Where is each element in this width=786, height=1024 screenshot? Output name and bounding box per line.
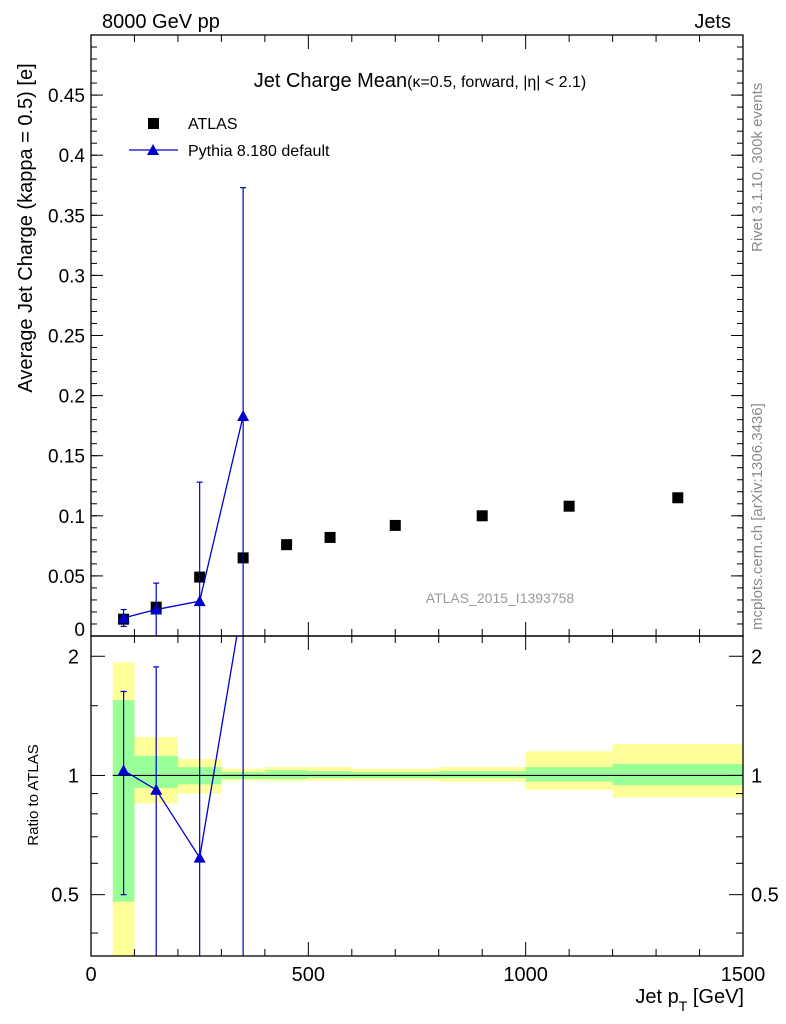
atlas-point-9 bbox=[672, 492, 684, 504]
pythia-point-1 bbox=[150, 603, 163, 615]
mcplots-credit-label: mcplots.cern.ch [arXiv:1306.3436] bbox=[749, 403, 766, 630]
main-y-axis-label: Average Jet Charge (kappa = 0.5) [e] bbox=[15, 63, 37, 392]
ratio-frame bbox=[90, 635, 744, 957]
pythia-line bbox=[123, 415, 244, 619]
legend-label-atlas: ATLAS bbox=[188, 116, 238, 133]
main-y-tick-label-2: 0.1 bbox=[59, 507, 85, 528]
ratio-band-inner-9 bbox=[612, 763, 743, 786]
main-panel bbox=[117, 187, 684, 636]
main-y-tick-label-6: 0.3 bbox=[59, 266, 85, 287]
x-tick-label-1: 500 bbox=[292, 964, 325, 986]
x-axis-label: Jet pT [GeV] bbox=[635, 986, 744, 1014]
collision-label: 8000 GeV pp bbox=[102, 11, 220, 33]
atlas-point-5 bbox=[324, 531, 336, 543]
pythia-point-0 bbox=[117, 611, 130, 623]
atlas-point-8 bbox=[563, 500, 575, 512]
legend-marker-atlas bbox=[148, 118, 159, 129]
ratio-pythia-point-1 bbox=[150, 783, 163, 795]
main-y-tick-label-4: 0.2 bbox=[59, 387, 85, 408]
ratio-band-inner-8 bbox=[525, 767, 613, 782]
x-tick-label-2: 1000 bbox=[503, 964, 548, 986]
ratio-y-tick-label-right-0: 0.5 bbox=[751, 885, 779, 907]
legend: ATLAS Pythia 8.180 default bbox=[129, 116, 330, 160]
main-y-tick-label-3: 0.15 bbox=[48, 447, 85, 468]
legend-marker-pythia bbox=[147, 144, 159, 155]
rivet-version-label: Rivet 3.1.10, 300k events bbox=[749, 83, 766, 252]
main-y-tick-label-1: 0.05 bbox=[48, 567, 85, 588]
ratio-y-tick-label-right-2: 2 bbox=[751, 646, 762, 668]
ratio-y-axis-label: Ratio to ATLAS bbox=[25, 744, 42, 845]
atlas-point-7 bbox=[476, 510, 488, 522]
main-y-tick-label-7: 0.35 bbox=[48, 206, 85, 227]
ratio-y-tick-label-0: 0.5 bbox=[51, 885, 79, 907]
plot-frames: 0 0.05 0.1 0.15 0.2 0.25 0.3 0.35 0.4 0.45 0 500 100… bbox=[48, 34, 779, 986]
ratio-pythia-point-0 bbox=[117, 764, 130, 776]
ratio-band-inner-5 bbox=[308, 771, 352, 779]
ratio-pythia-line bbox=[123, 636, 238, 860]
main-y-tick-label-9: 0.45 bbox=[48, 86, 85, 107]
ratio-pythia-point-2 bbox=[193, 851, 206, 863]
atlas-point-6 bbox=[389, 519, 401, 531]
ratio-y-tick-label-right-1: 1 bbox=[751, 765, 762, 787]
ratio-panel bbox=[117, 636, 244, 956]
x-tick-label-3: 1500 bbox=[721, 964, 766, 986]
legend-label-pythia: Pythia 8.180 default bbox=[188, 143, 330, 160]
ratio-y-tick-label-2: 2 bbox=[68, 646, 79, 668]
plot-title-main: Jet Charge Mean bbox=[254, 70, 407, 92]
ratio-band-inner-4 bbox=[264, 770, 309, 779]
atlas-point-4 bbox=[281, 539, 293, 551]
ratio-band-inner-7 bbox=[438, 771, 526, 779]
x-tick-label-0: 0 bbox=[85, 964, 96, 986]
process-label: Jets bbox=[694, 11, 731, 33]
ratio-y-tick-label-1: 1 bbox=[68, 765, 79, 787]
plot-title: Jet Charge Mean(κ=0.5, forward, |η| < 2.… bbox=[254, 70, 586, 92]
pythia-point-2 bbox=[193, 595, 206, 607]
plot-title-sub: (κ=0.5, forward, |η| < 2.1) bbox=[407, 74, 586, 91]
main-y-tick-label-8: 0.4 bbox=[59, 146, 86, 167]
main-y-tick-label-0: 0 bbox=[74, 620, 85, 641]
pythia-point-3 bbox=[237, 410, 250, 422]
analysis-watermark: ATLAS_2015_I1393758 bbox=[426, 590, 575, 606]
main-y-tick-label-5: 0.25 bbox=[48, 327, 85, 348]
